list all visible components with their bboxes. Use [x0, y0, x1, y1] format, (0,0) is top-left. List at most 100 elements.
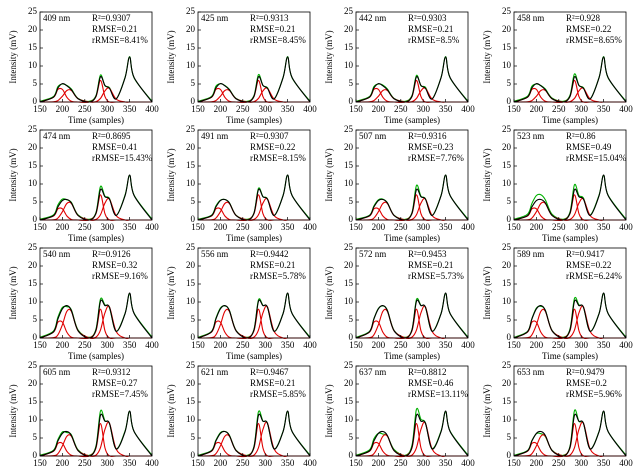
x-tick-label: 400: [145, 458, 159, 468]
annotation: R²=0.8695: [92, 131, 131, 141]
panel: 150 200 250 300 350 400 0 5 10 15 20 25 Time (sample…: [166, 242, 317, 361]
annotation: rRMSE=7.76%: [408, 153, 464, 163]
y-tick-label: 5: [507, 78, 512, 88]
annotation: RMSE=0.21: [408, 24, 453, 34]
annotation: rRMSE=8.65%: [566, 35, 622, 45]
y-tick-label: 15: [186, 278, 196, 288]
annotation: 442 nm: [359, 13, 386, 23]
plot-frame: [39, 129, 153, 221]
x-tick-label: 300: [574, 222, 588, 232]
y-tick-label: 5: [349, 78, 354, 88]
series-line: [355, 292, 469, 339]
y-tick-label: 10: [344, 414, 354, 424]
plot-frame: [513, 129, 627, 221]
y-tick-label: 15: [344, 396, 354, 406]
annotation: R²=0.9313: [250, 13, 289, 23]
x-tick-label: 400: [303, 340, 317, 350]
y-tick-label: 20: [502, 260, 512, 270]
y-tick-label: 20: [344, 24, 354, 34]
x-tick-label: 400: [461, 458, 475, 468]
series-line: [198, 423, 310, 458]
y-tick-label: 25: [344, 6, 354, 16]
x-tick-label: 150: [191, 222, 205, 232]
x-tick-label: 250: [78, 104, 92, 114]
y-tick-label: 10: [344, 178, 354, 188]
y-tick-label: 25: [186, 124, 196, 134]
x-tick-label: 250: [236, 340, 250, 350]
annotation: RMSE=0.27: [92, 378, 138, 388]
panel: 150 200 250 300 350 400 0 5 10 15 20 25 Time (sample…: [8, 124, 159, 243]
annotation: rRMSE=9.16%: [92, 271, 148, 281]
y-tick-label: 25: [186, 6, 196, 16]
y-tick-label: 10: [502, 414, 512, 424]
annotation: 540 nm: [43, 249, 70, 259]
x-axis-label: Time (samples): [542, 351, 598, 361]
annotation: R²=0.9312: [92, 367, 131, 377]
y-axis-label: Intensity (mV): [482, 30, 492, 83]
x-tick-label: 200: [372, 458, 386, 468]
x-tick-label: 350: [123, 458, 137, 468]
x-tick-label: 200: [530, 458, 544, 468]
y-tick-label: 15: [186, 396, 196, 406]
y-axis-label: Intensity (mV): [324, 266, 334, 319]
annotation: rRMSE=8.41%: [92, 35, 148, 45]
plot-frame: [355, 129, 469, 221]
series-line: [197, 292, 311, 339]
x-tick-label: 250: [552, 222, 566, 232]
x-tick-label: 200: [214, 222, 228, 232]
x-tick-label: 350: [439, 104, 453, 114]
y-tick-label: 25: [502, 124, 512, 134]
y-axis-label: Intensity (mV): [8, 30, 18, 83]
plot-frame: [197, 11, 311, 103]
y-tick-label: 20: [28, 260, 38, 270]
annotation: R²=0.9417: [566, 249, 605, 259]
x-tick-label: 150: [349, 104, 363, 114]
y-tick-label: 0: [349, 332, 354, 342]
y-tick-label: 10: [186, 178, 196, 188]
x-tick-label: 300: [258, 104, 272, 114]
y-tick-label: 0: [507, 96, 512, 106]
x-tick-label: 150: [33, 104, 47, 114]
y-axis-label: Intensity (mV): [166, 266, 176, 319]
series-line: [198, 421, 310, 458]
x-tick-label: 150: [33, 340, 47, 350]
y-tick-label: 20: [186, 260, 196, 270]
y-tick-label: 20: [28, 378, 38, 388]
x-tick-label: 300: [574, 104, 588, 114]
y-tick-label: 25: [502, 360, 512, 370]
series-line: [39, 56, 153, 103]
x-axis-label: Time (samples): [226, 233, 282, 243]
panel: 150 200 250 300 350 400 0 5 10 15 20 25 Time (sample…: [166, 124, 317, 243]
y-tick-label: 25: [344, 124, 354, 134]
plot-frame: [355, 247, 469, 339]
panel: 150 200 250 300 350 400 0 5 10 15 20 25 Time (sample…: [8, 6, 159, 125]
y-axis-label: Intensity (mV): [482, 384, 492, 437]
x-tick-label: 250: [236, 458, 250, 468]
y-tick-label: 20: [186, 24, 196, 34]
x-axis-label: Time (samples): [226, 351, 282, 361]
x-tick-label: 400: [303, 222, 317, 232]
y-tick-label: 25: [186, 360, 196, 370]
x-tick-label: 400: [619, 458, 633, 468]
y-axis-label: Intensity (mV): [166, 148, 176, 201]
y-tick-label: 25: [186, 242, 196, 252]
y-tick-label: 0: [33, 450, 38, 460]
x-tick-label: 200: [372, 340, 386, 350]
plot-frame: [197, 247, 311, 339]
x-tick-label: 200: [530, 340, 544, 350]
x-tick-label: 300: [100, 104, 114, 114]
y-tick-label: 5: [349, 314, 354, 324]
annotation: R²=0.86: [566, 131, 596, 141]
y-axis-label: Intensity (mV): [166, 384, 176, 437]
y-tick-label: 5: [191, 314, 196, 324]
panel: 150 200 250 300 350 400 0 5 10 15 20 25 Intensity (m…: [166, 360, 317, 468]
x-tick-label: 350: [597, 104, 611, 114]
annotation: 589 nm: [517, 249, 544, 259]
panel: 150 200 250 300 350 400 0 5 10 15 20 25 Time (sample…: [324, 242, 475, 361]
x-tick-label: 400: [461, 222, 475, 232]
x-tick-label: 300: [258, 458, 272, 468]
plot-frame: [513, 247, 627, 339]
plot-frame: [355, 11, 469, 103]
x-tick-label: 300: [100, 340, 114, 350]
annotation: RMSE=0.21: [250, 378, 295, 388]
